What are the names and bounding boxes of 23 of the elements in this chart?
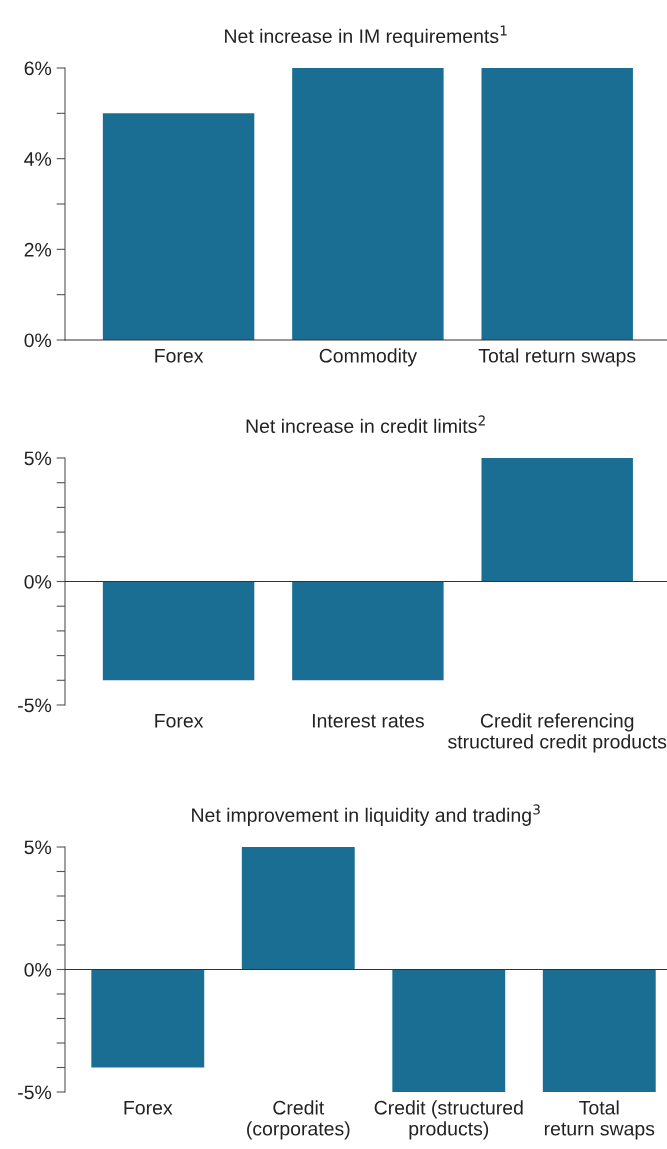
y-tick-label: 4% [24,152,52,166]
y-tick-label: 0% [24,962,52,977]
chart-title: Net increase in credit limits$^{2}$ [246,415,485,434]
y-tick-label: 0% [24,574,52,589]
x-tick-label: Commodity [319,348,418,367]
y-tick-label: -5% [18,1085,52,1100]
x-tick-label: Forex [155,349,204,363]
x-tick-label: Credit (corporates) [247,1100,350,1140]
chart-title: Net increase in IM requirements$^{1}$ [225,25,507,47]
y-tick-label: 5% [24,840,52,855]
y-tick-label: 2% [24,242,52,257]
x-tick-label: Forex [124,1101,173,1115]
chart-title: Net improvement in liquidity and trading$^{3}$ [192,804,540,826]
y-tick-label: 5% [24,451,52,466]
x-tick-label: Total return swaps [544,1100,655,1140]
y-tick-label: -5% [18,698,52,713]
x-tick-label: Forex [155,714,204,728]
x-tick-label: Credit (structured products) [374,1100,523,1140]
y-tick-label: 6% [24,61,52,76]
y-tick-label: 0% [24,333,52,348]
x-tick-label: Interest rates [312,714,424,728]
x-tick-label: Credit referencing structured credit products [448,713,667,753]
x-tick-label: Total return swaps [478,348,636,367]
